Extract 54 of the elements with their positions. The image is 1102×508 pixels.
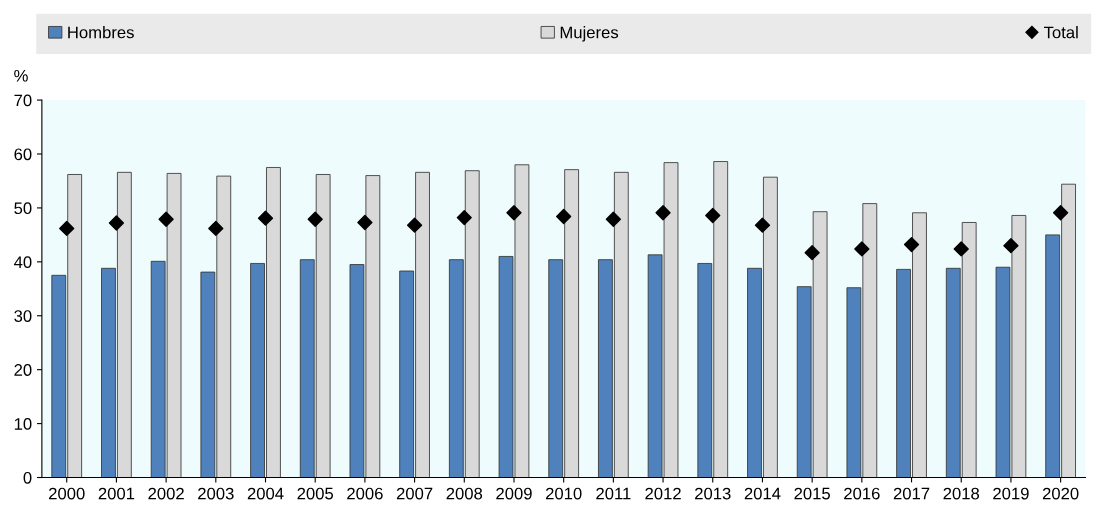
point: [556, 208, 572, 225]
point: [456, 209, 472, 226]
x-tick-label: 2020: [1042, 487, 1079, 500]
point: [108, 215, 125, 231]
y-tick-label: 40: [14, 256, 32, 269]
x-tick-label: 2007: [396, 487, 433, 500]
point: [953, 241, 969, 257]
x-tick-label: 2014: [744, 487, 781, 500]
x-tick-label: 2006: [347, 487, 383, 500]
point: [1003, 238, 1019, 254]
x-tick-label: 2009: [496, 487, 532, 500]
x-tick-label: 2017: [893, 487, 930, 500]
point: [655, 205, 671, 221]
point: [257, 210, 274, 226]
y-tick-label: 70: [14, 94, 32, 107]
point: [208, 220, 224, 237]
x-tick-label: 2002: [148, 487, 184, 500]
point: [605, 211, 622, 227]
x-tick-label: 2003: [198, 487, 234, 500]
point: [804, 245, 820, 261]
x-tick-label: 2005: [297, 487, 334, 500]
point: [158, 211, 174, 227]
y-tick-label: 10: [14, 418, 32, 430]
y-tick-label: 20: [14, 364, 32, 376]
y-tick-label: 50: [14, 202, 32, 215]
point: [59, 220, 75, 237]
x-tick-label: 2004: [247, 487, 284, 500]
point: [754, 217, 771, 233]
x-tick-label: 2010: [545, 487, 582, 500]
legend-label: Total: [1043, 26, 1078, 39]
y-tick-label: 60: [14, 148, 32, 161]
legend-label: Hombres: [68, 26, 134, 39]
x-tick-label: 2001: [98, 487, 135, 500]
x-tick-label: 2019: [993, 487, 1029, 500]
point: [506, 205, 522, 221]
x-tick-label: 2011: [596, 487, 631, 500]
point: [1052, 205, 1069, 221]
x-tick-label: 2013: [695, 487, 731, 500]
point: [357, 214, 373, 231]
point: [307, 211, 323, 227]
x-tick-label: 2015: [794, 487, 830, 500]
point: [854, 241, 870, 257]
y-tick-label: 0: [23, 471, 32, 484]
x-tick-label: 2008: [446, 487, 483, 500]
legend-label: Mujeres: [560, 26, 619, 42]
x-tick-label: 2016: [844, 487, 880, 500]
x-tick-label: 2012: [645, 487, 681, 500]
x-tick-label: 2018: [943, 487, 980, 500]
point: [705, 207, 721, 224]
point: [406, 217, 423, 233]
point: [903, 236, 920, 253]
x-tick-label: 2000: [49, 487, 85, 500]
y-tick-label: 30: [14, 310, 32, 322]
y-axis-title: %: [14, 69, 28, 82]
